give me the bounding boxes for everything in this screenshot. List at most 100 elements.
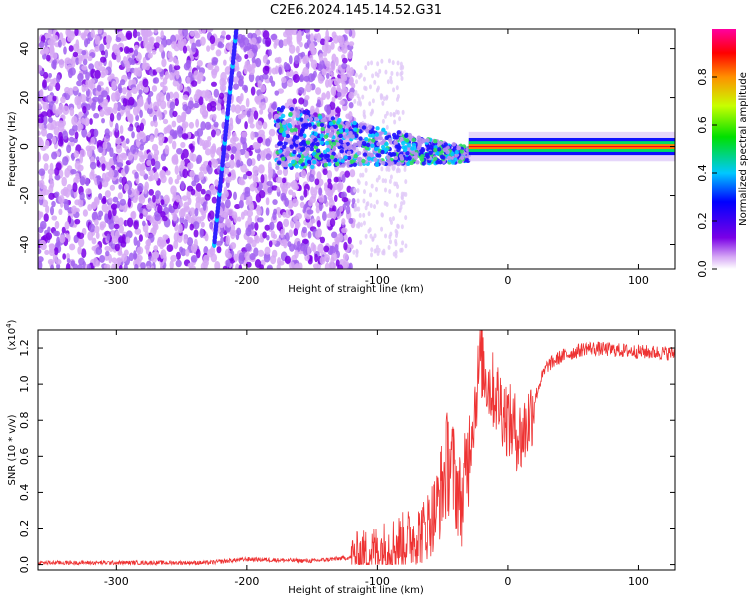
heatmap-cell bbox=[102, 195, 107, 204]
heatmap-cell bbox=[114, 243, 120, 252]
heatmap-cell bbox=[119, 198, 127, 206]
heatmap-cell bbox=[433, 147, 438, 153]
heatmap-cell bbox=[146, 41, 151, 51]
heatmap-cell bbox=[199, 138, 203, 147]
heatmap-cell bbox=[346, 134, 352, 139]
heatmap-cell bbox=[282, 211, 287, 218]
heatmap-cell bbox=[172, 110, 178, 118]
heatmap-cell bbox=[338, 128, 344, 133]
heatmap-cell bbox=[403, 133, 409, 139]
heatmap-cell bbox=[284, 182, 291, 189]
heatmap-cell bbox=[310, 186, 315, 196]
heatmap-cell bbox=[78, 56, 83, 65]
heatmap-cell bbox=[337, 181, 344, 191]
heatmap-cell bbox=[325, 147, 330, 153]
heatmap-cell bbox=[341, 44, 348, 54]
heatmap-cell bbox=[373, 79, 377, 85]
heatmap-cell bbox=[270, 254, 277, 265]
heatmap-cell bbox=[143, 85, 149, 93]
heatmap-cell bbox=[322, 118, 327, 123]
heatmap-cell bbox=[242, 173, 248, 180]
heatmap-cell bbox=[251, 62, 257, 69]
heatmap-cell bbox=[319, 122, 325, 128]
heatmap-cell bbox=[250, 131, 255, 141]
heatmap-cell bbox=[191, 180, 197, 187]
heatmap-cell bbox=[319, 140, 324, 146]
heatmap-cell bbox=[194, 207, 199, 217]
heatmap-cell bbox=[332, 87, 337, 97]
heatmap-cell bbox=[287, 139, 293, 145]
heatmap-cell bbox=[322, 168, 328, 176]
heatmap-cell bbox=[97, 29, 103, 35]
heatmap-cell bbox=[333, 176, 339, 183]
heatmap-cell bbox=[187, 197, 192, 206]
heatmap-cell bbox=[182, 45, 188, 54]
heatmap-cell bbox=[180, 180, 185, 190]
heatmap-cell bbox=[44, 41, 48, 47]
heatmap-cell bbox=[99, 71, 106, 78]
heatmap-cell bbox=[433, 138, 438, 144]
heatmap-cell bbox=[331, 252, 338, 261]
heatmap-cell bbox=[361, 158, 366, 164]
heatmap-cell bbox=[196, 93, 201, 100]
heatmap-cell bbox=[47, 94, 53, 102]
heatmap-cell bbox=[358, 136, 363, 141]
heatmap-cell bbox=[299, 74, 304, 82]
heatmap-cell bbox=[358, 101, 362, 107]
heatmap-cell bbox=[264, 246, 271, 255]
heatmap-cell bbox=[293, 184, 300, 191]
heatmap-cell bbox=[248, 201, 254, 210]
heatmap-cell bbox=[342, 253, 349, 261]
heatmap-cell bbox=[230, 229, 236, 240]
heatmap-cell bbox=[189, 151, 194, 161]
heatmap-cell bbox=[315, 148, 321, 153]
heatmap-cell bbox=[281, 177, 287, 184]
heatmap-cell bbox=[105, 34, 112, 45]
heatmap-cell bbox=[55, 162, 62, 171]
heatmap-cell bbox=[257, 217, 264, 223]
heatmap-cell bbox=[172, 212, 178, 222]
heatmap-cell bbox=[116, 162, 124, 168]
heatmap-cell bbox=[457, 159, 463, 164]
heatmap-cell bbox=[262, 30, 270, 40]
colorbar-tick-label: 0.6 bbox=[696, 116, 709, 134]
heatmap-cell bbox=[344, 29, 350, 34]
heatmap-cell bbox=[147, 94, 152, 105]
heatmap-cell bbox=[104, 128, 110, 136]
heatmap-cell bbox=[362, 112, 366, 118]
heatmap-cell bbox=[302, 109, 307, 115]
heatmap-cell bbox=[214, 261, 221, 269]
heatmap-cell bbox=[346, 155, 352, 161]
heatmap-cell bbox=[206, 45, 211, 52]
heatmap-cell bbox=[207, 62, 213, 69]
heatmap-cell bbox=[321, 69, 327, 76]
heatmap-cell bbox=[281, 132, 287, 138]
colorbar-gradient bbox=[712, 29, 736, 269]
heatmap-cell bbox=[125, 30, 133, 40]
heatmap-cell bbox=[188, 143, 194, 150]
heatmap-cell bbox=[102, 98, 109, 106]
heatmap-cell bbox=[349, 159, 354, 165]
heatmap-cell bbox=[248, 237, 253, 244]
heatmap-cell bbox=[129, 144, 137, 155]
heatmap-cell bbox=[235, 149, 241, 159]
heatmap-cell bbox=[289, 144, 294, 149]
heatmap-cell bbox=[395, 85, 399, 91]
snr-xtick-label: 0 bbox=[504, 575, 511, 588]
heatmap-cell bbox=[201, 104, 207, 111]
heatmap-cell bbox=[381, 178, 385, 184]
heatmap-cell bbox=[225, 161, 231, 168]
heatmap-cell bbox=[369, 192, 373, 198]
heatmap-cell bbox=[74, 131, 79, 140]
heatmap-cell bbox=[81, 127, 88, 138]
heatmap-cell bbox=[381, 127, 386, 133]
heatmap-cell bbox=[238, 78, 244, 87]
heatmap-cell bbox=[344, 170, 351, 178]
heatmap-cell bbox=[343, 241, 348, 251]
heatmap-cell bbox=[153, 171, 159, 182]
heatmap-cell bbox=[77, 246, 82, 255]
heatmap-cell bbox=[89, 118, 93, 125]
heatmap-cell bbox=[79, 93, 87, 103]
heatmap-cell bbox=[65, 262, 71, 269]
heatmap-cell bbox=[133, 220, 139, 230]
